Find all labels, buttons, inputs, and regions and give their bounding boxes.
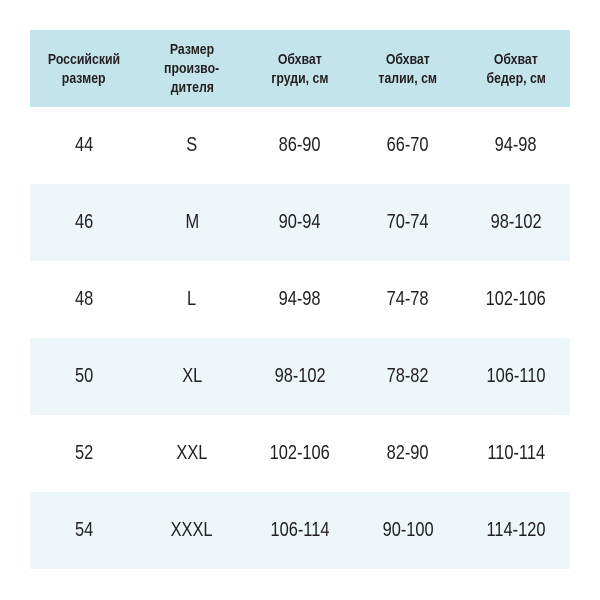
cell-waist: 74-78 (354, 261, 462, 338)
cell-waist: 90-100 (354, 492, 462, 569)
cell-value: 54 (74, 519, 94, 541)
cell-hips: 106-110 (462, 338, 570, 415)
cell-value: 106-114 (270, 519, 330, 541)
header-line: Российский (47, 50, 121, 68)
header-line: Обхват (386, 50, 430, 68)
cell-value: 110-114 (487, 442, 545, 464)
cell-russian-size: 44 (30, 107, 138, 184)
header-line: дителя (170, 79, 214, 96)
table-row: 46 M 90-94 70-74 98-102 (30, 184, 570, 261)
cell-russian-size: 50 (30, 338, 138, 415)
cell-chest: 86-90 (246, 107, 354, 184)
cell-russian-size: 54 (30, 492, 138, 569)
cell-value: 46 (74, 211, 94, 233)
cell-waist: 70-74 (354, 184, 462, 261)
cell-waist: 82-90 (354, 415, 462, 492)
header-line: Обхват (278, 50, 322, 68)
cell-value: 52 (74, 442, 94, 464)
cell-value: 98-102 (274, 365, 326, 387)
cell-chest: 90-94 (246, 184, 354, 261)
header-row: Российский размер Размер произво-дителя Обхв… (30, 30, 570, 107)
cell-value: 102-106 (485, 288, 547, 310)
table-row: 44 S 86-90 66-70 94-98 (30, 107, 570, 184)
cell-value: 86-90 (279, 134, 321, 156)
cell-value: 102-106 (269, 442, 331, 464)
cell-value: 74-78 (387, 288, 429, 310)
cell-value: 90-94 (279, 211, 321, 233)
cell-value: XXL (176, 442, 208, 464)
cell-russian-size: 46 (30, 184, 138, 261)
cell-hips: 98-102 (462, 184, 570, 261)
cell-value: 44 (74, 134, 94, 156)
cell-waist: 78-82 (354, 338, 462, 415)
cell-value: S (186, 134, 198, 156)
header-waist: Обхват талии, см (354, 30, 462, 107)
cell-russian-size: 52 (30, 415, 138, 492)
table-row: 54 XXXL 106-114 90-100 114-120 (30, 492, 570, 569)
cell-value: XXXL (171, 519, 213, 541)
cell-hips: 114-120 (462, 492, 570, 569)
cell-value: 48 (74, 288, 94, 310)
cell-hips: 94-98 (462, 107, 570, 184)
header-hips: Обхват бедер, см (462, 30, 570, 107)
size-chart-table: Российский размер Размер произво-дителя Обхв… (30, 30, 570, 569)
header-line: Размер (169, 41, 215, 58)
header-line: размер (62, 69, 106, 87)
header-manufacturer-size: Размер произво-дителя (138, 30, 246, 107)
header-line: груди, см (271, 69, 329, 87)
cell-value: 82-90 (387, 442, 429, 464)
cell-value: 78-82 (387, 365, 429, 387)
header-line: бедер, см (486, 69, 546, 87)
cell-value: XL (181, 365, 203, 387)
cell-manufacturer-size: XL (138, 338, 246, 415)
cell-russian-size: 48 (30, 261, 138, 338)
cell-waist: 66-70 (354, 107, 462, 184)
cell-value: L (187, 288, 197, 310)
cell-manufacturer-size: L (138, 261, 246, 338)
header-line: Обхват (494, 50, 538, 68)
cell-manufacturer-size: S (138, 107, 246, 184)
table-row: 52 XXL 102-106 82-90 110-114 (30, 415, 570, 492)
header-chest: Обхват груди, см (246, 30, 354, 107)
cell-value: M (185, 211, 199, 233)
cell-value: 106-110 (486, 365, 546, 387)
cell-value: 94-98 (279, 288, 321, 310)
cell-hips: 102-106 (462, 261, 570, 338)
cell-manufacturer-size: XXXL (138, 492, 246, 569)
cell-hips: 110-114 (462, 415, 570, 492)
cell-value: 94-98 (495, 134, 537, 156)
cell-value: 66-70 (387, 134, 429, 156)
cell-value: 90-100 (382, 519, 434, 541)
cell-manufacturer-size: M (138, 184, 246, 261)
cell-value: 50 (74, 365, 94, 387)
header-line: произво- (164, 60, 220, 77)
cell-manufacturer-size: XXL (138, 415, 246, 492)
header-line: талии, см (378, 69, 438, 87)
cell-value: 70-74 (387, 211, 429, 233)
cell-chest: 98-102 (246, 338, 354, 415)
cell-value: 98-102 (490, 211, 542, 233)
header-russian-size: Российский размер (30, 30, 138, 107)
table-row: 50 XL 98-102 78-82 106-110 (30, 338, 570, 415)
table-row: 48 L 94-98 74-78 102-106 (30, 261, 570, 338)
cell-chest: 106-114 (246, 492, 354, 569)
cell-chest: 94-98 (246, 261, 354, 338)
cell-chest: 102-106 (246, 415, 354, 492)
cell-value: 114-120 (486, 519, 546, 541)
